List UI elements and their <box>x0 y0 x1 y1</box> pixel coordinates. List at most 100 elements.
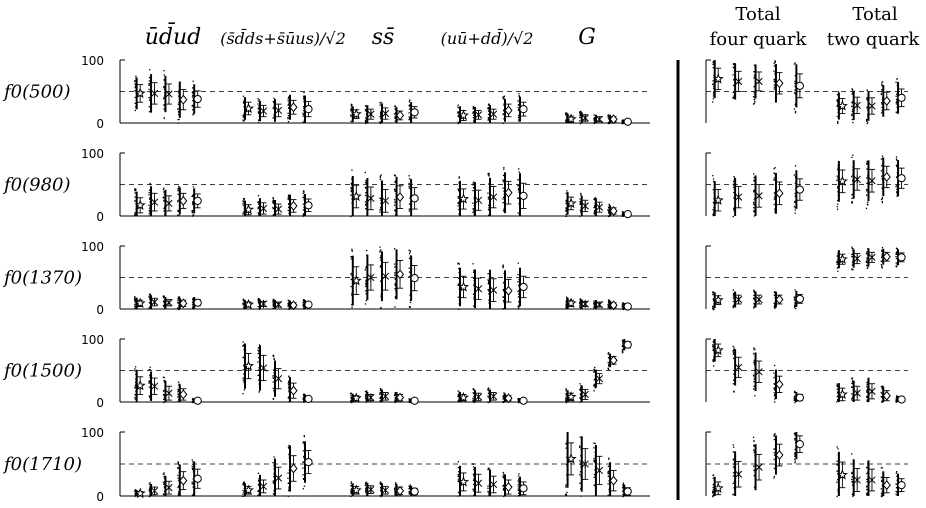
marker-diamond <box>775 294 784 305</box>
sample-dot <box>593 390 595 392</box>
sample-dot <box>773 192 776 194</box>
sample-dot <box>607 304 610 306</box>
sample-dot <box>866 485 868 487</box>
sample-dot <box>487 396 489 398</box>
sample-dot <box>881 265 883 267</box>
sample-dot <box>794 165 797 167</box>
sample-dot <box>351 122 353 124</box>
sample-dot <box>134 301 136 303</box>
marker-asterisk <box>259 106 268 116</box>
sample-dot <box>503 476 505 479</box>
sample-dot <box>622 211 624 213</box>
sample-dot <box>191 459 193 461</box>
sample-dot <box>134 96 136 99</box>
sample-dot <box>177 302 179 304</box>
sample-dot <box>242 213 244 215</box>
sample-dot <box>242 119 244 121</box>
sample-dot <box>458 177 460 179</box>
sample-dot <box>394 401 396 404</box>
sample-dot <box>379 121 381 123</box>
sample-dot <box>162 300 165 302</box>
sample-dot <box>457 480 459 482</box>
sample-dot <box>773 79 775 81</box>
sample-dot <box>895 252 898 254</box>
marker-asterisk <box>150 382 159 391</box>
sample-dot <box>457 466 459 469</box>
sample-dot <box>457 121 459 123</box>
sample-dot <box>895 158 898 160</box>
sample-dot <box>732 96 734 98</box>
sample-dot <box>409 485 411 488</box>
marker-diamond <box>609 475 618 486</box>
sample-dot <box>793 296 795 298</box>
marker-circle <box>304 201 313 210</box>
sample-dot <box>712 306 714 308</box>
sample-dot <box>302 442 304 444</box>
cell-5 <box>565 432 632 498</box>
sample-dot <box>350 258 353 260</box>
sample-dot <box>242 369 244 371</box>
sample-dot <box>350 215 352 218</box>
marker-diamond <box>882 390 891 401</box>
sample-dot <box>192 300 194 302</box>
sample-dot <box>754 102 756 104</box>
sample-dot <box>865 207 868 210</box>
sample-dot <box>364 397 367 399</box>
sample-dot <box>503 288 505 291</box>
sample-dot <box>517 104 520 106</box>
sample-dot <box>365 491 367 493</box>
sample-dot <box>517 116 520 119</box>
sample-dot <box>177 103 180 105</box>
sample-dot <box>794 212 796 214</box>
sample-dot <box>579 463 582 465</box>
cell-6 <box>712 339 804 404</box>
sample-dot <box>472 181 475 183</box>
sample-dot <box>753 210 755 213</box>
marker-diamond <box>289 102 298 113</box>
sample-dot <box>135 85 137 88</box>
sample-dot <box>608 215 610 218</box>
sample-dot <box>795 307 797 310</box>
sample-dot <box>580 307 582 310</box>
sample-dot <box>794 82 796 85</box>
sample-dot <box>502 487 505 489</box>
sample-dot <box>472 397 474 399</box>
marker-circle <box>410 108 419 117</box>
marker-star <box>243 102 254 114</box>
sample-dot <box>149 368 151 371</box>
marker-star <box>134 199 146 210</box>
sample-dot <box>579 389 581 391</box>
sample-dot <box>148 307 150 309</box>
sample-dot <box>273 456 275 458</box>
sample-dot <box>580 211 582 213</box>
sample-dot <box>881 103 883 105</box>
sample-dot <box>866 203 869 205</box>
sample-dot <box>242 212 244 214</box>
sample-dot <box>288 206 290 208</box>
sample-dot <box>257 353 259 355</box>
sample-dot <box>622 306 624 308</box>
sample-dot <box>488 183 490 185</box>
marker-diamond <box>395 485 405 496</box>
sample-dot <box>350 489 352 491</box>
sample-dot <box>148 368 150 371</box>
sample-dot <box>732 97 734 99</box>
row-label: f0(1370) <box>2 268 82 289</box>
sample-dot <box>774 394 776 396</box>
sample-dot <box>866 472 868 475</box>
sample-dot <box>895 483 897 485</box>
sample-dot <box>733 197 735 199</box>
sample-dot <box>895 247 898 249</box>
sample-dot <box>502 299 505 302</box>
sample-dot <box>896 475 898 477</box>
cell-7 <box>836 446 906 498</box>
sample-dot <box>866 386 868 388</box>
sample-dot <box>303 97 305 99</box>
sample-dot <box>191 467 194 469</box>
sample-dot <box>472 399 475 402</box>
sample-dot <box>895 81 897 83</box>
sample-dot <box>134 90 136 92</box>
sample-dot <box>350 394 352 396</box>
sample-dot <box>773 435 775 437</box>
sample-dot <box>621 120 624 123</box>
